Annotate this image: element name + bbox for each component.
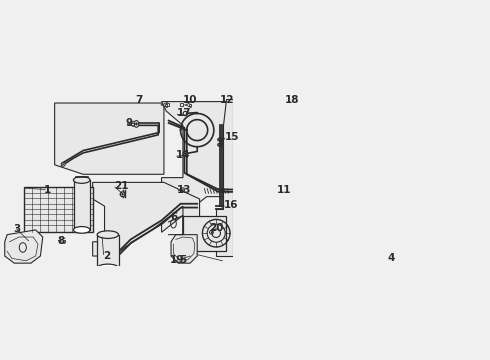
Text: 5: 5: [180, 255, 187, 265]
Bar: [131, 123, 134, 125]
Text: 7: 7: [135, 95, 143, 105]
Text: 11: 11: [276, 185, 291, 194]
Text: 1: 1: [44, 185, 51, 194]
Text: 20: 20: [209, 222, 223, 233]
Ellipse shape: [74, 226, 90, 233]
Text: 10: 10: [183, 95, 197, 105]
Bar: [189, 104, 191, 106]
Text: 6: 6: [170, 212, 177, 222]
Text: 8: 8: [57, 236, 64, 246]
Bar: [166, 103, 169, 106]
Ellipse shape: [97, 231, 119, 238]
Text: 12: 12: [220, 95, 235, 105]
Bar: [74, 180, 90, 230]
Bar: [165, 104, 168, 106]
Ellipse shape: [183, 111, 188, 116]
Text: 18: 18: [285, 95, 299, 105]
Bar: [63, 240, 65, 242]
Ellipse shape: [135, 123, 137, 125]
Polygon shape: [5, 230, 43, 263]
Ellipse shape: [74, 177, 90, 183]
Bar: [244, 104, 246, 106]
Ellipse shape: [182, 189, 183, 190]
Text: 19: 19: [170, 255, 184, 265]
Text: 14: 14: [176, 150, 191, 160]
Bar: [98, 235, 119, 268]
Bar: [183, 216, 226, 251]
Ellipse shape: [97, 264, 119, 272]
Polygon shape: [55, 103, 164, 174]
Text: 15: 15: [225, 132, 239, 142]
Ellipse shape: [184, 153, 186, 155]
Text: 9: 9: [126, 118, 133, 128]
Bar: [180, 103, 183, 106]
Text: 13: 13: [177, 185, 191, 194]
Text: 17: 17: [177, 108, 192, 118]
Ellipse shape: [134, 121, 139, 127]
Polygon shape: [93, 183, 199, 256]
Text: 21: 21: [114, 181, 128, 191]
Polygon shape: [216, 99, 233, 256]
Text: 2: 2: [103, 251, 111, 261]
Polygon shape: [171, 235, 197, 263]
Ellipse shape: [183, 152, 188, 156]
Text: 16: 16: [224, 200, 239, 210]
Text: 4: 4: [388, 253, 395, 264]
Bar: [241, 103, 244, 106]
Ellipse shape: [212, 229, 220, 238]
Ellipse shape: [122, 193, 123, 195]
Ellipse shape: [207, 224, 225, 242]
Bar: [24, 187, 93, 232]
Ellipse shape: [63, 163, 64, 165]
Text: 3: 3: [13, 224, 21, 234]
Ellipse shape: [120, 192, 125, 197]
Ellipse shape: [61, 162, 65, 166]
Polygon shape: [162, 102, 235, 232]
Ellipse shape: [211, 232, 212, 233]
